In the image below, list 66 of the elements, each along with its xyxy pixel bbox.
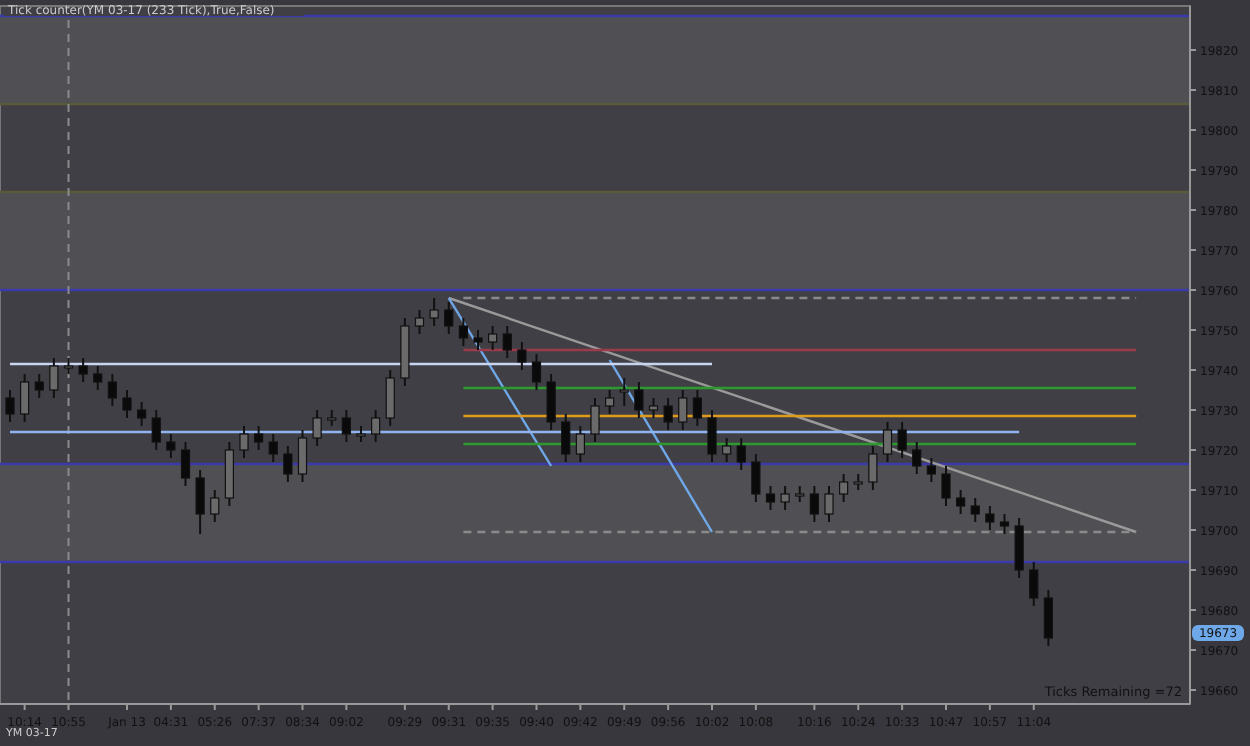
candlestick: [268, 433, 278, 463]
candlestick: [985, 505, 995, 531]
candlestick: [941, 465, 951, 507]
candlestick: [1029, 561, 1039, 607]
candlestick: [444, 301, 454, 335]
candlestick: [1043, 589, 1053, 647]
candlestick: [531, 353, 542, 391]
candlestick: [575, 425, 585, 463]
candlestick: [1014, 517, 1024, 579]
candlestick: [839, 473, 849, 503]
candlestick: [707, 409, 717, 463]
candlestick: [619, 377, 629, 407]
candlestick: [49, 357, 59, 399]
candlestick: [371, 409, 381, 443]
candlestick: [93, 365, 103, 391]
candlestick: [882, 421, 893, 463]
candlestick: [341, 409, 351, 443]
candlestick: [634, 381, 644, 419]
candlestick: [868, 445, 878, 491]
candlestick: [590, 397, 600, 443]
candlestick: [692, 389, 702, 427]
candlestick: [180, 441, 191, 487]
candlestick: [429, 297, 439, 327]
candlestick: [78, 357, 88, 383]
candlestick: [663, 397, 673, 431]
candlestick: [224, 441, 234, 507]
candlestick: [385, 369, 395, 427]
candlestick: [546, 373, 556, 431]
candlestick: [561, 413, 571, 463]
candlestick: [414, 309, 425, 335]
candlestick: [970, 497, 980, 523]
candlestick: [210, 489, 220, 523]
candlestick: [312, 409, 322, 447]
candlestick: [473, 329, 483, 351]
candlestick: [765, 485, 776, 511]
candlestick: [166, 433, 176, 459]
candlestick: [195, 469, 205, 535]
candlestick: [999, 513, 1010, 535]
candlestick: [926, 457, 936, 483]
candlestick: [20, 373, 30, 423]
candlestick: [722, 437, 732, 463]
candlestick: [137, 401, 147, 427]
candlestick: [956, 489, 966, 515]
candlestick: [5, 389, 15, 423]
candlestick: [780, 485, 790, 511]
candlestick: [751, 453, 761, 503]
candlestick: [297, 429, 308, 483]
candlestick: [488, 325, 498, 351]
candlestick: [34, 373, 44, 399]
candlestick: [605, 389, 615, 415]
candlestick: [824, 485, 834, 523]
candlestick: [254, 425, 264, 451]
candlestick: [122, 389, 132, 419]
candlestick: [283, 445, 293, 483]
candlestick: [107, 373, 117, 407]
candlestick: [458, 317, 468, 347]
candlestick: [897, 421, 907, 459]
candlestick: [648, 397, 659, 419]
candlestick: [736, 437, 746, 471]
candlestick: [912, 441, 922, 475]
candlestick: [678, 389, 688, 431]
candlestick: [151, 409, 161, 451]
candlestick: [809, 485, 819, 523]
candlestick: [502, 325, 512, 359]
candlestick: [517, 341, 527, 371]
candlestick: [239, 425, 249, 459]
